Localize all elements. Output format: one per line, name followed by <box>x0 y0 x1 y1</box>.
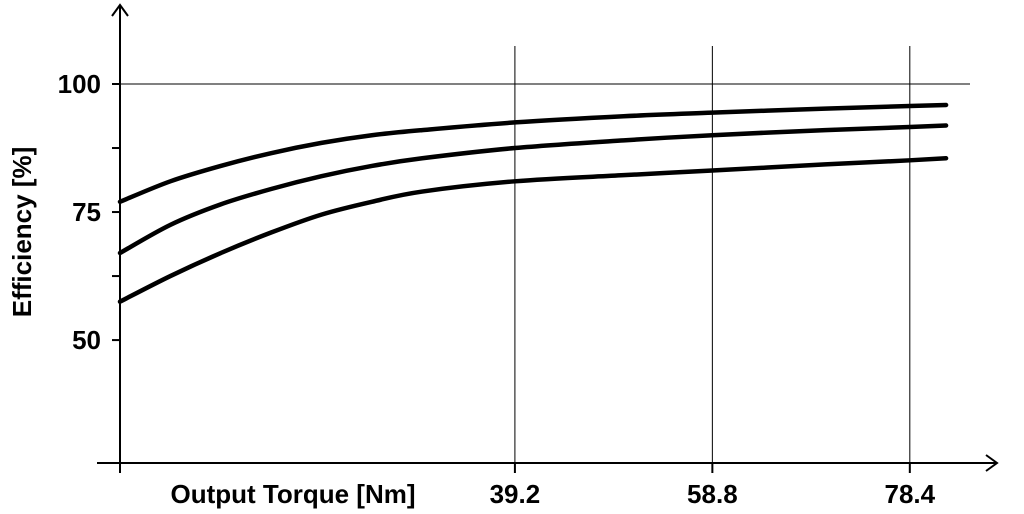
x-ticks: 39.2 58.8 78.4 <box>119 463 936 509</box>
y-axis-label: Efficiency [%] <box>7 147 37 318</box>
series-line-0 <box>117 102 949 205</box>
y-tick-label-1: 75 <box>72 197 101 227</box>
x-tick-label-0: 39.2 <box>490 479 541 509</box>
y-ticks: 50 75 100 <box>58 69 120 355</box>
y-tick-label-2: 100 <box>58 69 101 99</box>
x-tick-label-1: 58.8 <box>687 479 738 509</box>
y-axis <box>111 3 129 472</box>
series-line-1 <box>117 123 949 256</box>
y-tick-label-0: 50 <box>72 325 101 355</box>
x-axis-label: Output Torque [Nm] <box>170 479 415 509</box>
x-axis <box>97 454 999 472</box>
grid-lines <box>120 46 970 463</box>
series-line-2 <box>117 156 949 304</box>
axes <box>97 3 999 472</box>
series-group <box>117 102 949 304</box>
x-tick-label-2: 78.4 <box>885 479 936 509</box>
